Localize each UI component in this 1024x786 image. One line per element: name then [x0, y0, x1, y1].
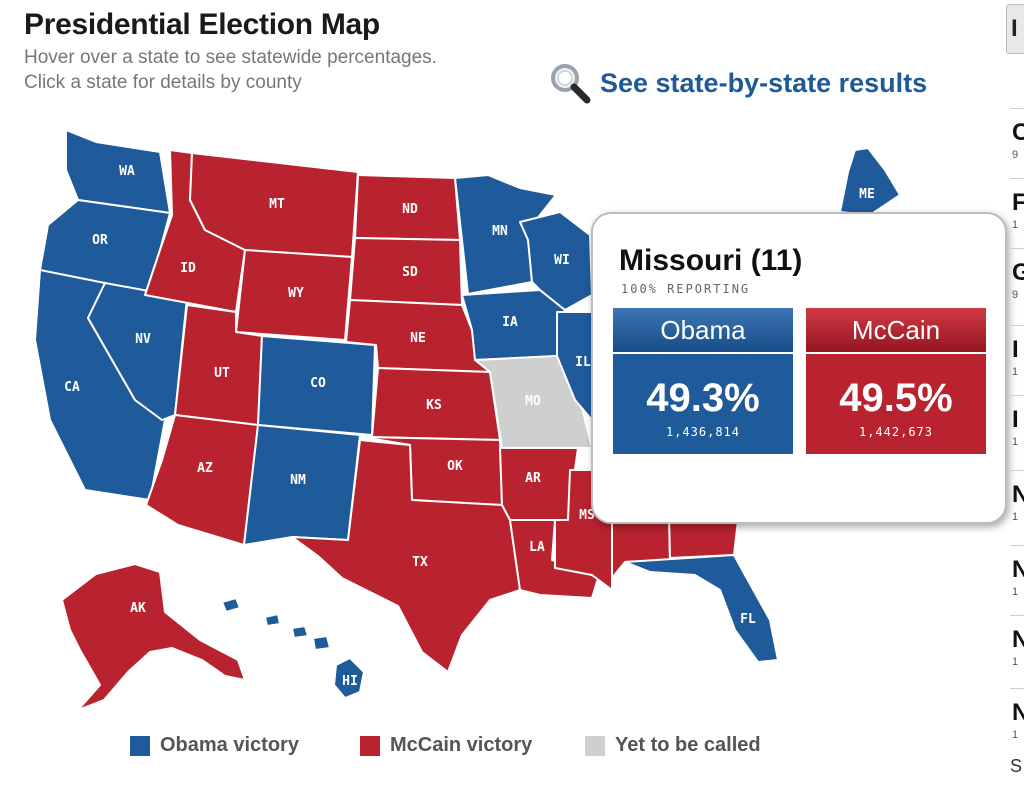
legend-uncalled-label: Yet to be called: [615, 734, 761, 756]
state-il[interactable]: [556, 311, 593, 421]
legend-obama: Obama victory: [130, 734, 299, 757]
state-popup: Missouri (11) 100% REPORTING Obama 49.3%…: [591, 212, 1007, 524]
state-tx[interactable]: [291, 439, 521, 673]
state-sd[interactable]: [349, 237, 463, 306]
legend-uncalled-swatch: [585, 735, 605, 756]
sidebar-row-label: N: [1012, 556, 1024, 583]
state-ia[interactable]: [461, 289, 566, 361]
obama-name: Obama: [613, 308, 793, 354]
sidebar-row-sub: 1: [1012, 586, 1019, 598]
mccain-pct: 49.5%: [839, 376, 953, 420]
state-results-link[interactable]: See state-by-state results: [548, 60, 927, 106]
popup-state-name: Missouri (11): [619, 244, 803, 277]
state-ak[interactable]: [61, 563, 246, 711]
state-wi[interactable]: [519, 211, 593, 311]
sidebar-row-sub: 1: [1012, 656, 1019, 668]
magnifier-icon: [551, 64, 591, 104]
mccain-result-box: McCain 49.5% 1,442,673: [806, 308, 986, 454]
legend-uncalled: Yet to be called: [585, 734, 761, 757]
state-hi-island[interactable]: [291, 625, 309, 639]
legend-mccain: McCain victory: [360, 734, 532, 757]
sidebar-row-sub: 1: [1012, 729, 1019, 741]
legend-mccain-swatch: [360, 735, 380, 756]
sidebar-row-sub: 9: [1012, 149, 1019, 161]
sidebar-row-sub: 1: [1012, 511, 1019, 523]
state-nm[interactable]: [243, 424, 361, 546]
sidebar-row-label: N: [1012, 626, 1024, 653]
state-fl[interactable]: [624, 554, 779, 663]
sidebar-row-sub: 9: [1012, 289, 1019, 301]
legend-obama-swatch: [130, 735, 150, 756]
state-hi[interactable]: [333, 657, 365, 699]
sidebar-row-label: G: [1012, 259, 1024, 286]
state-ar[interactable]: [499, 447, 579, 521]
legend-mccain-label: McCain victory: [390, 734, 533, 756]
sidebar-row-label: I: [1012, 336, 1019, 363]
page-title: Presidential Election Map: [24, 8, 380, 41]
map-legend: Obama victory McCain victory Yet to be c…: [0, 734, 1000, 760]
mccain-votes: 1,442,673: [858, 425, 934, 439]
mccain-name: McCain: [806, 308, 986, 354]
sidebar-row-label: I: [1012, 406, 1019, 433]
state-hi-island[interactable]: [312, 635, 331, 651]
obama-pct: 49.3%: [646, 376, 760, 420]
sidebar-row-sub: 1: [1012, 219, 1019, 231]
state-me[interactable]: [839, 147, 901, 216]
sidebar-row-sub: 1: [1012, 366, 1019, 378]
legend-obama-label: Obama victory: [160, 734, 299, 756]
obama-result-box: Obama 49.3% 1,436,814: [613, 308, 793, 454]
state-nd[interactable]: [354, 174, 461, 241]
sidebar-tab[interactable]: I: [1006, 4, 1024, 54]
sidebar-row-label: F: [1012, 189, 1024, 216]
sidebar-row-label: N: [1012, 481, 1024, 508]
sidebar-tab-label: I: [1011, 15, 1018, 42]
state-co[interactable]: [257, 335, 376, 436]
instructions-hover: Hover over a state to see statewide perc…: [24, 47, 437, 68]
sidebar-row-sub: 1: [1012, 436, 1019, 448]
sidebar-footer: S: [1010, 756, 1023, 776]
state-wy[interactable]: [235, 249, 353, 341]
state-hi-island[interactable]: [221, 597, 241, 613]
instructions-click: Click a state for details by county: [24, 72, 302, 93]
state-results-link-text[interactable]: See state-by-state results: [600, 67, 928, 98]
state-ks[interactable]: [371, 367, 501, 441]
sidebar-row-label: C: [1012, 119, 1024, 146]
sidebar-row-label: N: [1012, 699, 1024, 726]
popup-reporting: 100% REPORTING: [621, 282, 751, 296]
obama-votes: 1,436,814: [665, 425, 741, 439]
state-hi-island[interactable]: [264, 613, 281, 627]
